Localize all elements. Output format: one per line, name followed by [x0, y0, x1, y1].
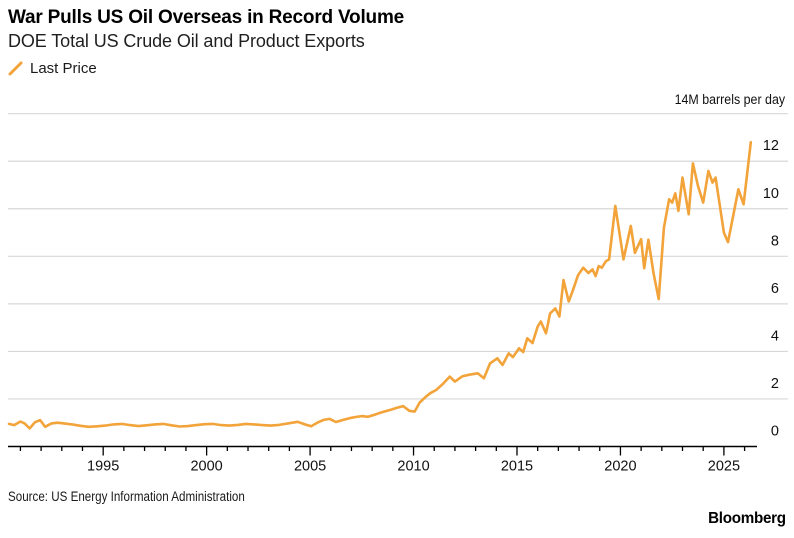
legend: Last Price — [8, 60, 97, 77]
page-title: War Pulls US Oil Overseas in Record Volu… — [8, 7, 405, 28]
x-tick-label: 2025 — [708, 459, 740, 475]
x-tick-label: 2020 — [604, 459, 636, 475]
x-tick-label: 2005 — [294, 459, 326, 475]
x-tick-label: 2000 — [190, 459, 222, 475]
y-tick-label: 12 — [763, 138, 779, 154]
x-tick-label: 2015 — [501, 459, 533, 475]
last-price-line-icon — [8, 61, 23, 76]
source-note: Source: US Energy Information Administra… — [8, 489, 245, 504]
y-tick-label: 4 — [771, 328, 779, 344]
y-tick-label: 0 — [771, 424, 779, 440]
y-tick-label: 6 — [771, 281, 779, 297]
y-tick-label: 2 — [771, 376, 779, 392]
x-tick-label: 1995 — [87, 459, 119, 475]
y-axis-unit-label: 14M barrels per day — [674, 92, 785, 107]
price-line — [7, 140, 753, 430]
page-subtitle: DOE Total US Crude Oil and Product Expor… — [8, 31, 365, 51]
y-tick-label: 8 — [771, 233, 779, 249]
x-tick-label: 2010 — [397, 459, 429, 475]
y-tick-label: 10 — [763, 186, 779, 202]
legend-item-last-price: Last Price — [30, 60, 97, 77]
bloomberg-logo: Bloomberg — [708, 510, 786, 527]
